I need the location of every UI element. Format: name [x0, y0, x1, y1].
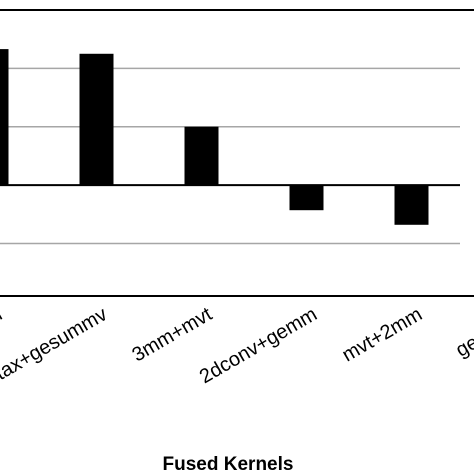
bars — [0, 49, 429, 225]
bar-2 — [79, 53, 114, 186]
bar-5 — [394, 185, 429, 225]
bar-4 — [289, 185, 324, 211]
x-tick-label: mm — [0, 303, 6, 339]
gridlines — [0, 9, 474, 297]
bar-1 — [0, 49, 9, 186]
bar-3 — [184, 126, 219, 186]
x-axis-title: Fused Kernels — [163, 454, 294, 474]
